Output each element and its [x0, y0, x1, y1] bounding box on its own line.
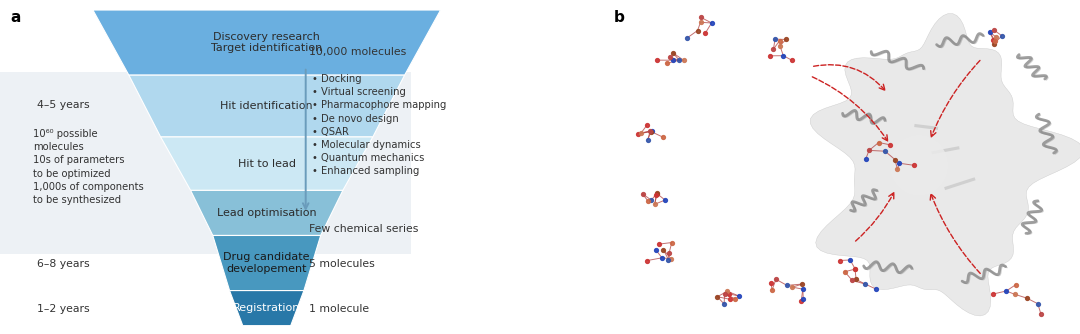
Polygon shape — [213, 235, 321, 291]
Text: Discovery research
Target identification: Discovery research Target identification — [211, 32, 322, 53]
Text: • Docking
• Virtual screening
• Pharmacophore mapping
• De novo design
• QSAR
• : • Docking • Virtual screening • Pharmaco… — [312, 74, 446, 176]
Text: 10,000 molecules: 10,000 molecules — [309, 47, 406, 57]
Text: Few chemical series: Few chemical series — [309, 224, 418, 234]
Text: 5 molecules: 5 molecules — [309, 259, 375, 269]
Text: Drug candidate
developement: Drug candidate developement — [224, 252, 310, 274]
Polygon shape — [810, 14, 1080, 316]
Polygon shape — [190, 190, 342, 235]
Text: a: a — [11, 10, 22, 25]
Bar — [0, 72, 410, 254]
Text: 4–5 years: 4–5 years — [37, 100, 90, 110]
Polygon shape — [230, 291, 303, 326]
Text: Lead optimisation: Lead optimisation — [217, 208, 316, 218]
Text: Hit identification: Hit identification — [220, 101, 313, 111]
Text: Hit to lead: Hit to lead — [238, 159, 296, 169]
Text: 6–8 years: 6–8 years — [37, 259, 90, 269]
Text: 1 molecule: 1 molecule — [309, 304, 368, 314]
Text: Registration: Registration — [233, 303, 300, 313]
Ellipse shape — [890, 135, 948, 195]
Text: b: b — [613, 10, 624, 25]
Text: 1–2 years: 1–2 years — [37, 304, 90, 314]
Polygon shape — [93, 10, 441, 75]
Polygon shape — [161, 137, 373, 190]
Polygon shape — [129, 75, 405, 137]
Text: 10⁶⁰ possible
molecules
10s of parameters
to be optimized
1,000s of components
t: 10⁶⁰ possible molecules 10s of parameter… — [33, 129, 144, 205]
